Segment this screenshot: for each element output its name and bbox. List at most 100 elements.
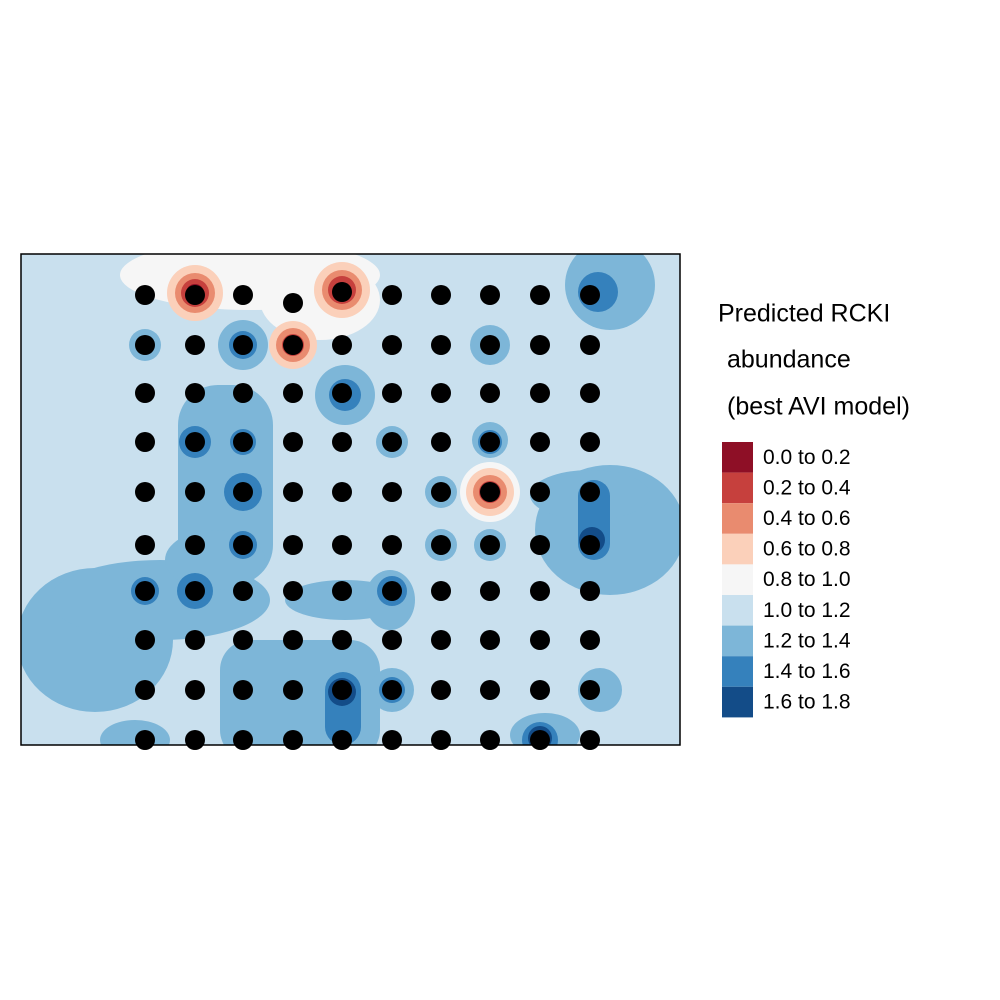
survey-point [332,630,352,650]
survey-point [233,482,253,502]
legend-title: Predicted RCKI [718,300,890,328]
legend-swatch [722,625,753,657]
survey-point [382,383,402,403]
legend-swatch [722,595,753,626]
survey-point [135,535,155,555]
survey-point [530,535,550,555]
survey-point [332,383,352,403]
legend-swatch [722,686,753,718]
survey-point [480,383,500,403]
survey-point [382,482,402,502]
legend-swatch [722,564,753,595]
legend-label: 0.4 to 0.6 [763,507,851,530]
legend-label: 0.8 to 1.0 [763,568,851,591]
survey-point [135,730,155,750]
survey-point [283,293,303,313]
survey-point [185,285,205,305]
survey-point [283,482,303,502]
survey-point [382,535,402,555]
survey-point [580,730,600,750]
survey-point [233,535,253,555]
survey-point [480,482,500,502]
survey-point [580,335,600,355]
survey-point [135,432,155,452]
survey-point [332,535,352,555]
survey-point [332,432,352,452]
survey-point [382,432,402,452]
survey-point [530,581,550,601]
survey-point [233,680,253,700]
legend-label: 1.2 to 1.4 [763,629,851,652]
survey-point [580,285,600,305]
survey-point [431,383,451,403]
survey-point [283,581,303,601]
survey-point [530,383,550,403]
survey-point [332,482,352,502]
survey-point [580,630,600,650]
survey-point [480,285,500,305]
survey-point [185,630,205,650]
survey-point [530,482,550,502]
survey-point [530,285,550,305]
survey-point [431,535,451,555]
survey-point [332,581,352,601]
survey-point [431,680,451,700]
survey-point [332,282,352,302]
survey-point [382,680,402,700]
survey-point [283,432,303,452]
survey-point [480,630,500,650]
survey-point [431,730,451,750]
survey-point [382,730,402,750]
survey-point [135,630,155,650]
survey-point [135,482,155,502]
survey-point [332,730,352,750]
survey-point [431,482,451,502]
survey-point [431,630,451,650]
survey-point [580,680,600,700]
survey-point [185,730,205,750]
survey-point [283,630,303,650]
survey-point [185,383,205,403]
survey-point [480,432,500,452]
map-frame [20,253,681,746]
survey-point [185,680,205,700]
survey-point [431,432,451,452]
legend: 0.0 to 0.2 0.2 to 0.4 0.4 to 0.6 0.6 to 0.8… [722,442,851,718]
survey-point [480,730,500,750]
legend-swatch [722,503,753,534]
legend-swatch [722,656,753,687]
survey-point [480,335,500,355]
survey-point [382,335,402,355]
legend-label: 1.4 to 1.6 [763,660,851,683]
survey-point [530,730,550,750]
survey-point [135,285,155,305]
survey-point [283,335,303,355]
survey-point [233,581,253,601]
survey-point [185,482,205,502]
survey-point [580,432,600,452]
legend-label: 1.0 to 1.2 [763,599,851,622]
survey-point [283,383,303,403]
survey-point [431,335,451,355]
survey-point [480,680,500,700]
legend-swatch [722,442,753,473]
survey-point [185,581,205,601]
survey-point [233,335,253,355]
survey-point [135,680,155,700]
survey-point [580,581,600,601]
survey-point [283,730,303,750]
survey-point [580,383,600,403]
survey-point [233,285,253,305]
survey-point [431,285,451,305]
survey-point [233,383,253,403]
survey-point [283,535,303,555]
survey-point [431,581,451,601]
survey-point [135,335,155,355]
interpolated-surface [21,254,680,745]
survey-point [332,680,352,700]
legend-swatch [722,472,753,504]
survey-point [185,535,205,555]
survey-point [580,535,600,555]
survey-point [185,432,205,452]
